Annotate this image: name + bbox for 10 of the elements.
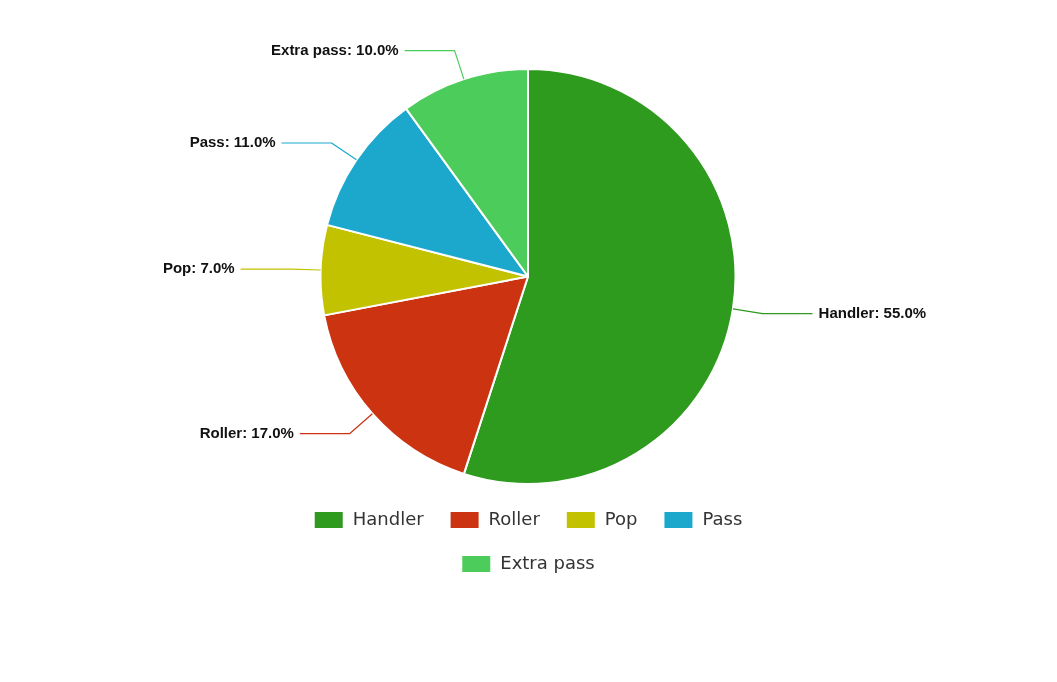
data-label: Handler: 55.0% <box>818 303 927 321</box>
legend-label: Handler <box>352 507 425 529</box>
legend-label: Pop <box>604 507 638 529</box>
data-label: Extra pass: 10.0% <box>271 40 399 58</box>
data-label: Pop: 7.0% <box>162 259 235 277</box>
legend-label: Extra pass <box>500 551 595 573</box>
data-label: Roller: 17.0% <box>199 423 294 441</box>
data-label: Pass: 11.0% <box>189 133 276 151</box>
legend-label: Roller <box>488 507 541 529</box>
legend-label: Pass <box>702 507 743 529</box>
